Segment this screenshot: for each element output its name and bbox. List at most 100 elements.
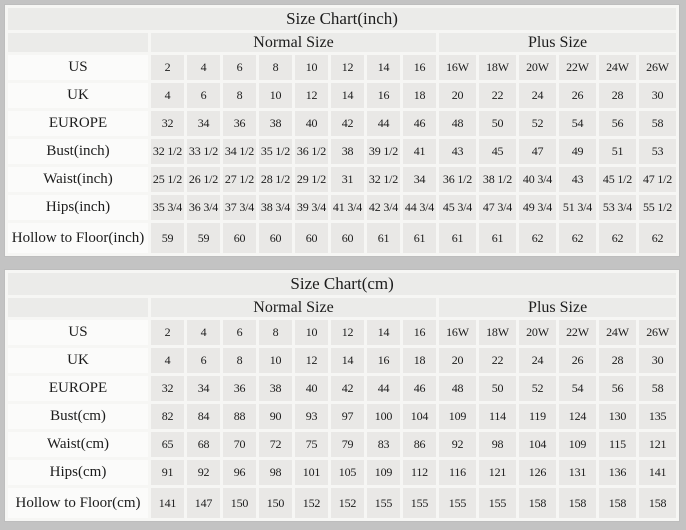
size-cell: 55 1/2 xyxy=(639,195,677,220)
size-cell: 18 xyxy=(403,83,436,108)
size-cell: 75 xyxy=(295,432,328,457)
size-cell: 59 xyxy=(151,223,184,253)
size-cell: 28 1/2 xyxy=(259,167,292,192)
size-cell: 2 xyxy=(151,320,184,345)
size-cell: 26 xyxy=(559,348,596,373)
size-cell: 16W xyxy=(439,55,476,80)
size-cell: 61 xyxy=(439,223,476,253)
size-cell: 36 1/2 xyxy=(295,139,328,164)
size-cell: 24W xyxy=(599,320,636,345)
size-cell: 26 xyxy=(559,83,596,108)
size-cell: 37 3/4 xyxy=(223,195,256,220)
size-cell: 42 3/4 xyxy=(367,195,400,220)
size-cell: 141 xyxy=(151,488,184,518)
size-cell: 68 xyxy=(187,432,220,457)
size-cell: 91 xyxy=(151,460,184,485)
size-cell: 34 xyxy=(187,111,220,136)
table-row: Hollow to Floor(inch) 59 59 60 60 60 60 61 61 61 6… xyxy=(8,223,677,253)
size-cell: 83 xyxy=(367,432,400,457)
size-cell: 72 xyxy=(259,432,292,457)
size-cell: 38 xyxy=(331,139,364,164)
size-cell: 92 xyxy=(187,460,220,485)
size-cell: 46 xyxy=(403,376,436,401)
table-row: Bust(cm) 82 84 88 90 93 97 100 104 109 114 119 124 13… xyxy=(8,404,677,429)
table-row: EUROPE 32 34 36 38 40 42 44 46 48 50 52 54 56 58 xyxy=(8,111,677,136)
size-cell: 155 xyxy=(439,488,476,518)
size-cell: 136 xyxy=(599,460,636,485)
size-cell: 20W xyxy=(519,320,556,345)
size-chart-table: Size Chart(cm) Normal Size Plus Size US 2 4 6 8… xyxy=(5,270,680,521)
size-cell: 60 xyxy=(331,223,364,253)
size-cell: 16 xyxy=(367,348,400,373)
size-cell: 62 xyxy=(519,223,556,253)
size-cell: 16W xyxy=(439,320,476,345)
size-cell: 25 1/2 xyxy=(151,167,184,192)
table-row: US 2 4 6 8 10 12 14 16 16W 18W 20W 22W 24W 26W xyxy=(8,320,677,345)
size-cell: 34 xyxy=(187,376,220,401)
size-cell: 41 xyxy=(403,139,436,164)
size-cell: 6 xyxy=(187,83,220,108)
size-cell: 35 3/4 xyxy=(151,195,184,220)
size-cell: 20W xyxy=(519,55,556,80)
size-cell: 4 xyxy=(151,348,184,373)
table-title-row: Size Chart(inch) xyxy=(8,8,677,30)
table-row: US 2 4 6 8 10 12 14 16 16W 18W 20W 22W 24W 26W xyxy=(8,55,677,80)
size-cell: 116 xyxy=(439,460,476,485)
size-cell: 61 xyxy=(403,223,436,253)
column-group-header: Normal Size xyxy=(151,33,436,52)
size-cell: 36 3/4 xyxy=(187,195,220,220)
size-cell: 38 1/2 xyxy=(479,167,516,192)
size-cell: 109 xyxy=(367,460,400,485)
size-cell: 43 xyxy=(559,167,596,192)
size-cell: 109 xyxy=(439,404,476,429)
size-cell: 36 1/2 xyxy=(439,167,476,192)
size-cell: 96 xyxy=(223,460,256,485)
row-label: Bust(cm) xyxy=(8,404,148,429)
size-cell: 98 xyxy=(259,460,292,485)
size-cell: 6 xyxy=(187,348,220,373)
size-cell: 28 xyxy=(599,83,636,108)
size-cell: 14 xyxy=(367,320,400,345)
size-cell: 14 xyxy=(367,55,400,80)
size-cell: 20 xyxy=(439,83,476,108)
size-cell: 152 xyxy=(295,488,328,518)
size-cell: 38 xyxy=(259,376,292,401)
size-cell: 40 3/4 xyxy=(519,167,556,192)
size-cell: 22 xyxy=(479,348,516,373)
table-row: EUROPE 32 34 36 38 40 42 44 46 48 50 52 54 56 58 xyxy=(8,376,677,401)
size-cell: 30 xyxy=(639,348,677,373)
size-cell: 8 xyxy=(259,55,292,80)
size-cell: 26 1/2 xyxy=(187,167,220,192)
size-cell: 65 xyxy=(151,432,184,457)
size-cell: 12 xyxy=(331,320,364,345)
row-label: UK xyxy=(8,348,148,373)
size-cell: 22W xyxy=(559,320,596,345)
size-cell: 44 xyxy=(367,111,400,136)
size-cell: 18 xyxy=(403,348,436,373)
size-cell: 82 xyxy=(151,404,184,429)
size-cell: 32 xyxy=(151,376,184,401)
size-cell: 4 xyxy=(187,320,220,345)
size-cell: 135 xyxy=(639,404,677,429)
row-label: Waist(inch) xyxy=(8,167,148,192)
size-cell: 121 xyxy=(479,460,516,485)
row-label: EUROPE xyxy=(8,111,148,136)
size-cell: 79 xyxy=(331,432,364,457)
row-label: UK xyxy=(8,83,148,108)
size-cell: 50 xyxy=(479,111,516,136)
size-cell: 104 xyxy=(403,404,436,429)
size-cell: 124 xyxy=(559,404,596,429)
size-cell: 61 xyxy=(367,223,400,253)
size-cell: 32 1/2 xyxy=(151,139,184,164)
size-cell: 38 xyxy=(259,111,292,136)
row-label: Bust(inch) xyxy=(8,139,148,164)
size-cell: 40 xyxy=(295,111,328,136)
size-cell: 158 xyxy=(599,488,636,518)
size-cell: 60 xyxy=(295,223,328,253)
row-label: Waist(cm) xyxy=(8,432,148,457)
column-group-header: Normal Size xyxy=(151,298,436,317)
row-label: Hips(inch) xyxy=(8,195,148,220)
table-row: Waist(inch) 25 1/2 26 1/2 27 1/2 28 1/2 29 1/… xyxy=(8,167,677,192)
size-cell: 48 xyxy=(439,111,476,136)
size-cell: 36 xyxy=(223,376,256,401)
